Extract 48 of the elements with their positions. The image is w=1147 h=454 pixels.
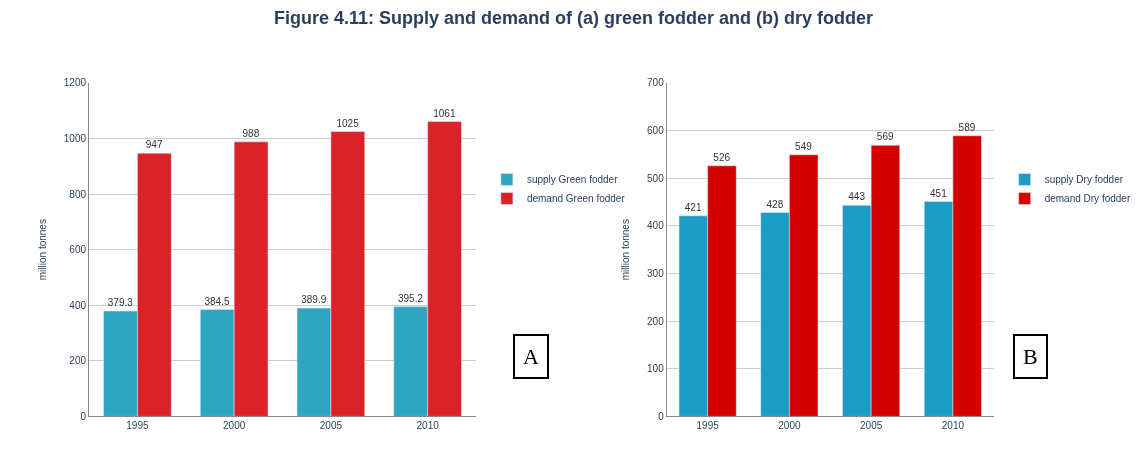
data-label: 395.2 <box>397 292 424 304</box>
data-label: 549 <box>795 140 813 152</box>
y-tick-label: 200 <box>69 355 87 367</box>
y-tick-label: 600 <box>69 244 87 256</box>
y-tick-label: 600 <box>647 125 665 137</box>
y-tick-label: 1200 <box>63 77 87 89</box>
y-tick-label: 0 <box>80 410 87 422</box>
data-label: 389.9 <box>301 294 327 306</box>
data-label: 947 <box>145 139 163 151</box>
x-tick-label: 2005 <box>860 420 883 432</box>
data-label: 451 <box>930 187 948 199</box>
data-label: 1025 <box>336 117 360 129</box>
y-axis-title: million tonnes <box>620 219 632 281</box>
x-tick-label: 1995 <box>696 420 720 432</box>
x-tick-label: 2010 <box>416 420 440 432</box>
legend-label: supply Dry fodder <box>1044 174 1124 186</box>
y-tick-label: 800 <box>69 188 87 200</box>
text: Figure 4.11: Supply and demand of (a) green fodder and (b) dry fodder <box>273 7 874 28</box>
legend-label: demand Dry fodder <box>1044 193 1131 205</box>
y-tick-label: 200 <box>647 315 665 327</box>
legend-label: demand Green fodder <box>526 193 626 205</box>
data-label: 428 <box>766 198 784 210</box>
data-label: 569 <box>876 131 894 143</box>
x-tick-label: 2000 <box>778 420 801 432</box>
y-tick-label: 400 <box>647 220 665 232</box>
y-tick-label: 500 <box>647 172 665 184</box>
x-tick-label: 1995 <box>126 420 149 432</box>
data-label: 421 <box>684 201 702 213</box>
data-label: 988 <box>242 127 260 139</box>
y-tick-label: 300 <box>647 267 665 279</box>
x-tick-label: 2005 <box>319 420 343 432</box>
y-tick-label: 100 <box>647 363 665 375</box>
data-label: 384.5 <box>204 295 230 307</box>
y-axis-title: million tonnes <box>36 219 48 281</box>
data-label: 526 <box>713 151 731 163</box>
data-label: 379.3 <box>107 297 134 308</box>
y-tick-label: 1000 <box>63 132 87 144</box>
y-tick-label: 400 <box>69 299 87 311</box>
data-label: 443 <box>848 191 866 203</box>
y-tick-label: 700 <box>647 77 665 89</box>
x-tick-label: 2000 <box>223 420 246 432</box>
x-tick-label: 2010 <box>941 420 965 432</box>
legend-label: supply Green fodder <box>526 174 619 186</box>
data-label: 1061 <box>433 107 456 119</box>
text: B <box>1023 344 1038 369</box>
data-label: 589 <box>958 121 976 133</box>
text: A <box>523 344 539 369</box>
y-tick-label: 0 <box>658 410 665 422</box>
